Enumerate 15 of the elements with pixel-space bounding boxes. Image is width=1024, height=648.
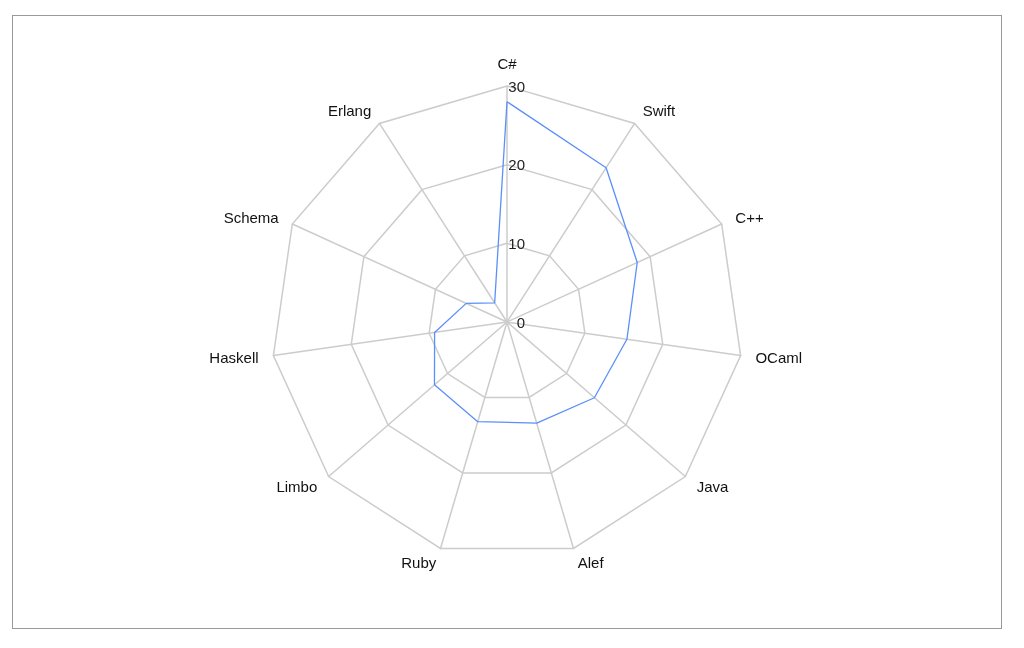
spoke-label: Haskell (209, 349, 259, 367)
spoke-label: C++ (735, 209, 764, 227)
spoke-label: Erlang (327, 102, 372, 120)
y-tick-label: 0 (516, 313, 525, 331)
y-tick-label: 20 (508, 156, 525, 174)
spoke-label: Java (696, 477, 730, 495)
spoke-label: Swift (642, 102, 677, 120)
spoke-label: Limbo (276, 477, 318, 495)
spoke-label: OCaml (755, 349, 803, 367)
y-tick-label: 30 (508, 77, 525, 95)
spoke-label: Schema (223, 209, 280, 227)
y-tick-label: 10 (508, 234, 525, 252)
spoke-label: Ruby (401, 554, 437, 572)
spoke-label: C# (497, 55, 518, 72)
spoke-label: Alef (577, 554, 605, 572)
